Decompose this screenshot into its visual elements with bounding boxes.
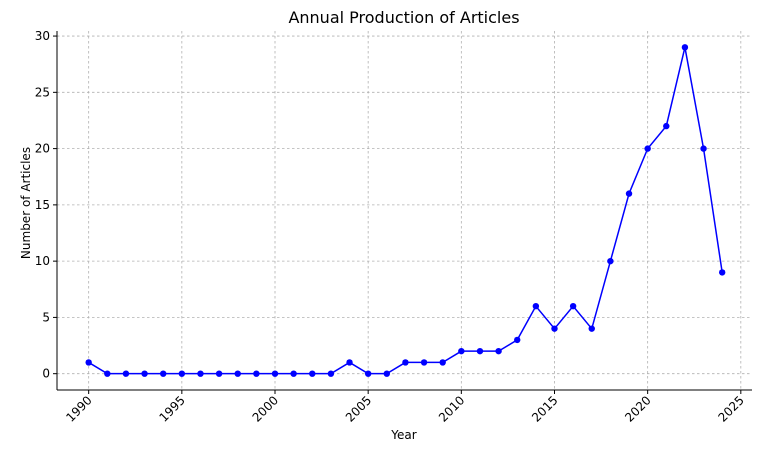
y-tick-label: 20 — [35, 142, 50, 156]
data-point — [420, 359, 428, 366]
axes-frame — [56, 31, 752, 391]
y-tick-label: 5 — [42, 310, 50, 324]
x-tick-label: 2000 — [250, 393, 281, 424]
data-point — [309, 370, 316, 377]
series-line — [88, 47, 723, 375]
data-point — [718, 269, 726, 276]
data-point — [607, 257, 614, 265]
data-point — [569, 302, 577, 310]
data-point — [160, 370, 167, 377]
data-point — [514, 336, 521, 344]
data-point — [197, 370, 204, 377]
data-point — [178, 370, 186, 377]
y-tick-label: 0 — [42, 367, 50, 381]
data-point — [681, 44, 689, 51]
x-tick-label: 2010 — [436, 393, 467, 424]
x-tick-label: 2005 — [343, 393, 374, 424]
data-point — [290, 370, 297, 377]
data-point — [700, 145, 707, 152]
x-tick-label: 2020 — [622, 393, 653, 424]
x-axis-title: Year — [390, 428, 416, 442]
data-point — [215, 370, 223, 377]
data-point — [122, 370, 130, 377]
data-point — [644, 145, 651, 152]
data-point — [327, 370, 335, 377]
data-point — [532, 302, 540, 310]
data-point — [253, 370, 260, 377]
data-point — [439, 359, 446, 366]
data-point — [104, 370, 111, 377]
y-tick-label: 25 — [35, 85, 50, 99]
x-tick-label: 2025 — [715, 393, 746, 424]
data-point — [141, 370, 148, 377]
chart-title: Annual Production of Articles — [288, 8, 519, 27]
data-point — [271, 370, 279, 377]
series-articles — [85, 44, 726, 377]
data-point — [383, 370, 390, 377]
y-tick-label: 30 — [35, 29, 50, 43]
y-tick-label: 10 — [35, 254, 50, 268]
data-point — [458, 347, 465, 355]
grid — [57, 31, 752, 390]
data-point — [234, 370, 241, 377]
data-point — [476, 347, 484, 355]
data-point — [588, 325, 595, 332]
data-point — [625, 190, 633, 197]
data-point — [364, 370, 372, 377]
x-axis-ticks: 1990 1995 2000 2005 2010 2015 2020 2025 — [63, 390, 747, 425]
x-tick-label: 2015 — [529, 393, 560, 424]
data-point — [85, 359, 92, 366]
data-point — [551, 325, 558, 332]
x-tick-label: 1990 — [63, 393, 94, 424]
data-point — [495, 347, 502, 355]
data-point — [402, 359, 409, 366]
y-axis-ticks: 0 5 10 15 20 25 30 — [35, 29, 57, 381]
data-point — [663, 122, 670, 130]
y-tick-label: 15 — [35, 198, 50, 212]
x-tick-label: 1995 — [156, 393, 187, 424]
y-axis-title: Number of Articles — [19, 147, 33, 259]
data-point — [346, 359, 353, 366]
